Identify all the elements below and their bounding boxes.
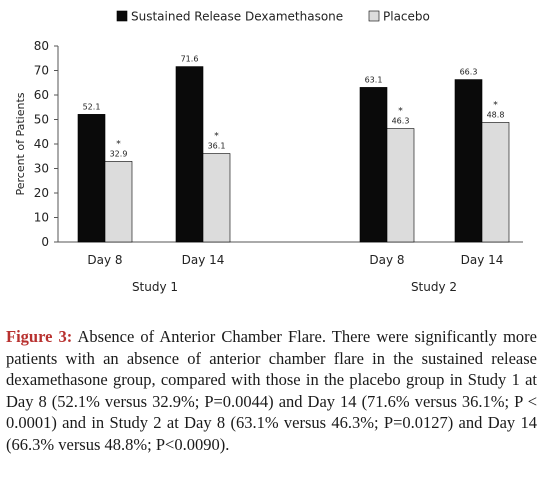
y-tick-label: 10 bbox=[34, 211, 49, 225]
x-category-label: Day 8 bbox=[369, 253, 404, 267]
bar-placebo bbox=[481, 122, 510, 243]
significance-marker: * bbox=[214, 132, 219, 142]
y-tick-label: 80 bbox=[34, 39, 49, 53]
y-tick-label: 60 bbox=[34, 88, 49, 102]
bar-value-label: 46.3 bbox=[392, 117, 410, 126]
bar-value-label: 71.6 bbox=[181, 55, 199, 64]
bar-placebo bbox=[104, 161, 133, 243]
bar-dexamethasone bbox=[454, 79, 483, 243]
bar-value-label: 63.1 bbox=[365, 75, 383, 84]
y-axis: 0 10 20 30 40 50 60 70 80 bbox=[34, 39, 58, 249]
bar-dexamethasone bbox=[175, 66, 204, 243]
legend-label-placebo: Placebo bbox=[383, 10, 430, 24]
legend-swatch-placebo bbox=[368, 10, 380, 22]
y-tick-label: 30 bbox=[34, 162, 49, 176]
x-category-label: Day 14 bbox=[461, 253, 504, 267]
caption-text: Absence of Anterior Chamber Flare. There… bbox=[6, 327, 538, 454]
bar-placebo bbox=[386, 128, 415, 243]
y-tick-label: 0 bbox=[41, 235, 49, 249]
legend: Sustained Release Dexamethasone Placebo bbox=[116, 10, 430, 24]
figure-caption: Figure 3: Absence of Anterior Chamber Fl… bbox=[6, 326, 537, 456]
bar-dexamethasone bbox=[359, 87, 388, 243]
bar-value-label: 66.3 bbox=[460, 68, 478, 77]
y-tick-label: 40 bbox=[34, 137, 49, 151]
significance-marker: * bbox=[116, 139, 121, 149]
y-tick-label: 20 bbox=[34, 186, 49, 200]
bar-value-label: 32.9 bbox=[110, 149, 128, 158]
x-category-label: Day 14 bbox=[182, 253, 225, 267]
x-axis: Day 8 Day 14 Study 1 Day 8 Day 14 Study 2 bbox=[87, 253, 503, 294]
bar-placebo bbox=[202, 153, 231, 243]
significance-marker: * bbox=[398, 107, 403, 117]
significance-marker: * bbox=[493, 100, 498, 110]
y-axis-title: Percent of Patients bbox=[14, 92, 27, 195]
legend-swatch-dexamethasone bbox=[116, 10, 128, 22]
x-category-label: Day 8 bbox=[87, 253, 122, 267]
bar-dexamethasone bbox=[77, 114, 106, 243]
legend-label-dexamethasone: Sustained Release Dexamethasone bbox=[131, 10, 343, 24]
figure-label: Figure 3: bbox=[6, 327, 73, 346]
x-group-label: Study 2 bbox=[411, 280, 457, 294]
bar-chart: Sustained Release Dexamethasone Placebo … bbox=[14, 10, 523, 294]
x-group-label: Study 1 bbox=[132, 280, 178, 294]
y-tick-label: 70 bbox=[34, 64, 49, 78]
bar-value-label: 48.8 bbox=[487, 110, 505, 119]
bars: 52.132.9*71.636.1*63.146.3*66.348.8* bbox=[77, 55, 510, 243]
bar-value-label: 52.1 bbox=[83, 102, 101, 111]
bar-value-label: 36.1 bbox=[208, 142, 226, 151]
y-tick-label: 50 bbox=[34, 113, 49, 127]
